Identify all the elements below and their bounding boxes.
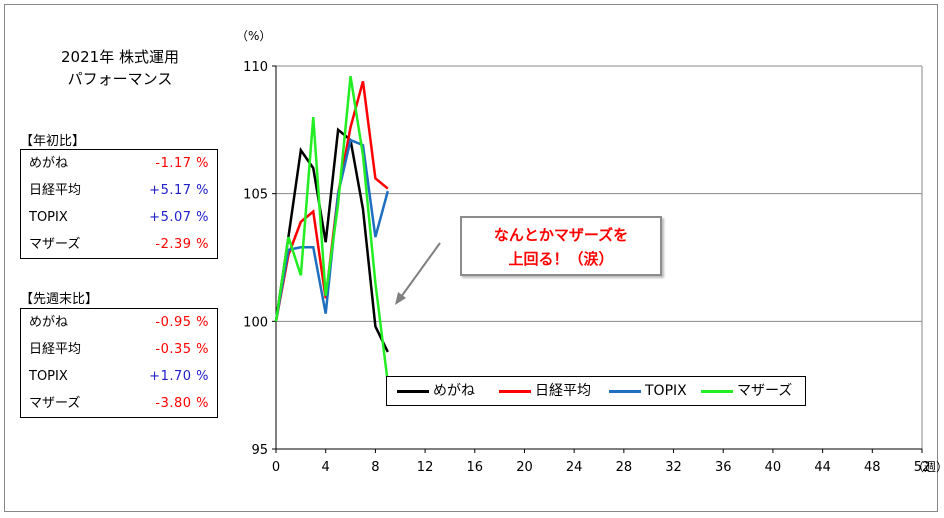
x-tick-label: 28 (616, 460, 633, 475)
weekly-table: めがね -0.95 % 日経平均 -0.35 % TOPIX +1.70 % マ… (20, 308, 218, 418)
row-value: +1.70 % (149, 369, 209, 384)
table-row: 日経平均 +5.17 % (21, 177, 217, 204)
row-label: TOPIX (29, 210, 68, 225)
table-row: 日経平均 -0.35 % (21, 336, 217, 363)
axes (272, 65, 923, 453)
annotation-arrow (395, 242, 441, 305)
legend-label: TOPIX (645, 383, 687, 399)
table-row: めがね -0.95 % (21, 309, 217, 336)
row-value: -0.35 % (155, 342, 209, 357)
grid-lines (276, 65, 923, 449)
row-value: -3.80 % (155, 396, 209, 411)
y-tick-label: 105 (243, 188, 268, 203)
x-tick-label: 8 (371, 460, 379, 475)
row-value: -1.17 % (155, 156, 209, 171)
y-tick-label: 100 (243, 315, 268, 330)
ytd-table-heading: 【年初比】 (20, 134, 86, 149)
series-line (274, 127, 389, 353)
row-label: めがね (29, 156, 69, 171)
y-axis-label: （%） (236, 29, 271, 43)
arrow-head (395, 292, 406, 305)
chart-title-line-2: パフォーマンス (67, 70, 173, 88)
x-tick-label: 0 (272, 460, 280, 475)
annotation-line-1: なんとかマザーズを (493, 226, 629, 244)
table-row: TOPIX +1.70 % (21, 363, 217, 390)
x-tick-label: 44 (814, 460, 831, 475)
x-tick-label: 40 (765, 460, 782, 475)
legend-swatch (499, 389, 531, 393)
annotation-callout: なんとかマザーズを 上回る！（涙） (460, 216, 662, 276)
x-tick-label: 20 (516, 460, 533, 475)
legend-label: マザーズ (737, 383, 793, 399)
x-tick-label: 4 (322, 460, 330, 475)
y-tick-label: 110 (243, 60, 268, 75)
x-tick-label: 36 (715, 460, 732, 475)
row-label: めがね (29, 315, 69, 330)
table-row: めがね -1.17 % (21, 150, 217, 177)
row-value: +5.17 % (149, 183, 209, 198)
legend-swatch (701, 389, 733, 393)
row-label: マザーズ (29, 237, 81, 252)
row-value: +5.07 % (149, 210, 209, 225)
chart-title-line-1: 2021年 株式運用 (61, 48, 179, 66)
table-row: マザーズ -3.80 % (21, 390, 217, 417)
ytd-table: めがね -1.17 % 日経平均 +5.17 % TOPIX +5.07 % マ… (20, 149, 218, 259)
row-label: マザーズ (29, 396, 81, 411)
legend-swatch (609, 389, 641, 393)
x-tick-label: 48 (864, 460, 881, 475)
legend: めがね 日経平均 TOPIX マザーズ (386, 376, 806, 406)
x-axis-label: （週） (912, 460, 944, 474)
table-row: TOPIX +5.07 % (21, 204, 217, 231)
series-line (274, 76, 390, 383)
row-label: TOPIX (29, 369, 68, 384)
x-tick-label: 24 (566, 460, 583, 475)
row-label: 日経平均 (29, 342, 82, 357)
x-tick-label: 52 (914, 460, 931, 475)
series-lines (274, 76, 390, 383)
x-tick-label: 12 (417, 460, 434, 475)
row-value: -2.39 % (155, 237, 209, 252)
legend-item: マザーズ (701, 377, 792, 405)
legend-item: 日経平均 (499, 377, 591, 405)
x-tick-label: 32 (665, 460, 682, 475)
x-tick-label: 16 (466, 460, 483, 475)
legend-item: めがね (397, 377, 475, 405)
arrow-shaft (400, 242, 441, 298)
row-label: 日経平均 (29, 183, 82, 198)
legend-label: めがね (433, 383, 475, 399)
legend-swatch (397, 389, 429, 393)
legend-item: TOPIX (609, 377, 687, 405)
y-tick-label: 95 (251, 443, 268, 458)
row-value: -0.95 % (155, 315, 209, 330)
legend-label: 日経平均 (535, 383, 591, 399)
weekly-table-heading: 【先週末比】 (20, 292, 99, 307)
chart-title: 2021年 株式運用 パフォーマンス (20, 46, 220, 90)
annotation-line-2: 上回る！（涙） (508, 250, 614, 268)
table-row: マザーズ -2.39 % (21, 231, 217, 258)
